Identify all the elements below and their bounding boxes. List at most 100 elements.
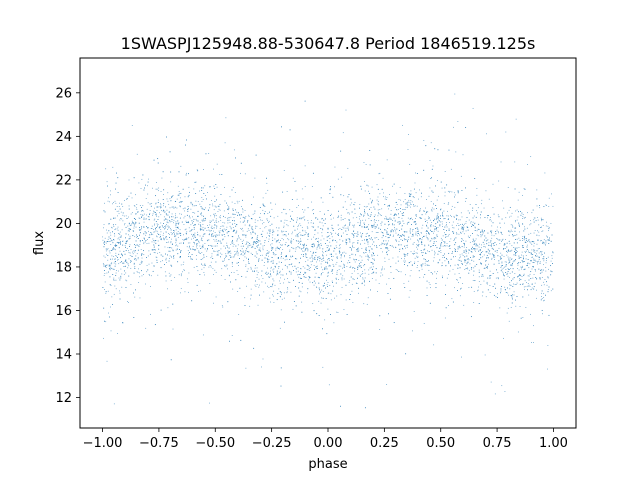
data-point — [476, 248, 478, 250]
data-point — [351, 253, 352, 255]
data-point — [459, 245, 460, 247]
data-point — [353, 226, 355, 228]
data-point — [116, 228, 118, 230]
data-point — [341, 277, 343, 279]
data-point — [229, 255, 231, 256]
data-point — [187, 282, 189, 283]
data-point — [149, 213, 151, 214]
data-point — [385, 247, 386, 249]
data-point — [477, 289, 479, 291]
data-point — [196, 266, 198, 267]
data-point — [492, 207, 494, 209]
data-point — [161, 225, 163, 226]
data-point — [503, 222, 505, 224]
data-point — [381, 208, 383, 210]
data-point — [286, 220, 288, 221]
data-point — [161, 206, 162, 208]
data-point — [464, 223, 465, 225]
data-point — [264, 257, 266, 259]
data-point — [371, 201, 373, 203]
data-point — [421, 268, 423, 270]
data-point — [368, 246, 370, 248]
data-point — [407, 203, 409, 205]
data-point — [147, 185, 148, 187]
data-point — [288, 270, 290, 272]
data-point — [174, 276, 176, 278]
data-point — [121, 273, 123, 275]
data-point — [296, 233, 298, 235]
data-point — [237, 250, 238, 252]
data-point — [273, 271, 275, 273]
data-point — [510, 264, 512, 265]
data-point — [357, 267, 359, 269]
data-point — [525, 265, 527, 266]
data-point — [118, 237, 120, 239]
data-point — [394, 220, 396, 222]
data-point — [194, 224, 195, 226]
data-point — [130, 213, 132, 215]
data-point — [266, 257, 268, 259]
data-point — [503, 243, 505, 244]
data-point — [236, 200, 238, 202]
data-point — [261, 275, 262, 277]
data-point — [200, 213, 202, 215]
data-point — [371, 237, 372, 239]
data-point — [410, 200, 412, 201]
data-point — [531, 268, 533, 270]
data-point — [123, 266, 125, 267]
data-point — [298, 205, 299, 206]
data-point — [221, 253, 223, 255]
data-point — [394, 227, 395, 228]
data-point — [263, 245, 265, 246]
data-point — [535, 270, 536, 272]
data-point — [349, 255, 351, 256]
data-point — [387, 242, 388, 244]
data-point — [212, 205, 214, 207]
data-point — [394, 228, 396, 230]
data-point — [482, 276, 484, 277]
data-point — [494, 283, 496, 285]
data-point — [211, 200, 212, 201]
data-point — [295, 271, 297, 273]
data-point — [444, 187, 446, 189]
data-point — [307, 292, 308, 294]
data-point — [114, 265, 116, 267]
data-point — [534, 230, 536, 232]
data-point — [516, 238, 518, 240]
data-point — [448, 230, 450, 231]
data-point — [128, 229, 130, 231]
data-point — [456, 218, 458, 219]
data-point — [363, 206, 365, 207]
data-point — [511, 265, 513, 267]
data-point — [387, 254, 388, 256]
data-point — [503, 244, 505, 246]
data-point — [368, 241, 370, 243]
data-point — [178, 193, 180, 195]
data-point — [365, 219, 367, 221]
data-point — [483, 267, 485, 269]
data-point — [288, 281, 290, 283]
data-point — [114, 285, 116, 287]
data-point — [248, 261, 249, 263]
data-point — [436, 273, 437, 275]
data-point — [215, 271, 217, 273]
data-point — [440, 252, 442, 253]
data-point — [238, 200, 240, 202]
data-point — [375, 232, 377, 233]
data-point — [109, 276, 111, 278]
data-point — [314, 268, 315, 270]
data-point — [386, 243, 387, 245]
data-point — [426, 295, 428, 296]
data-point — [535, 277, 537, 278]
data-point — [168, 203, 170, 205]
data-point — [146, 208, 148, 210]
data-point — [166, 221, 168, 223]
data-point — [248, 225, 250, 227]
data-point — [360, 235, 362, 237]
data-point — [104, 256, 106, 258]
data-point — [437, 262, 439, 264]
data-point — [191, 229, 192, 231]
data-point — [156, 188, 158, 190]
data-point — [183, 261, 185, 263]
data-point — [498, 262, 500, 264]
